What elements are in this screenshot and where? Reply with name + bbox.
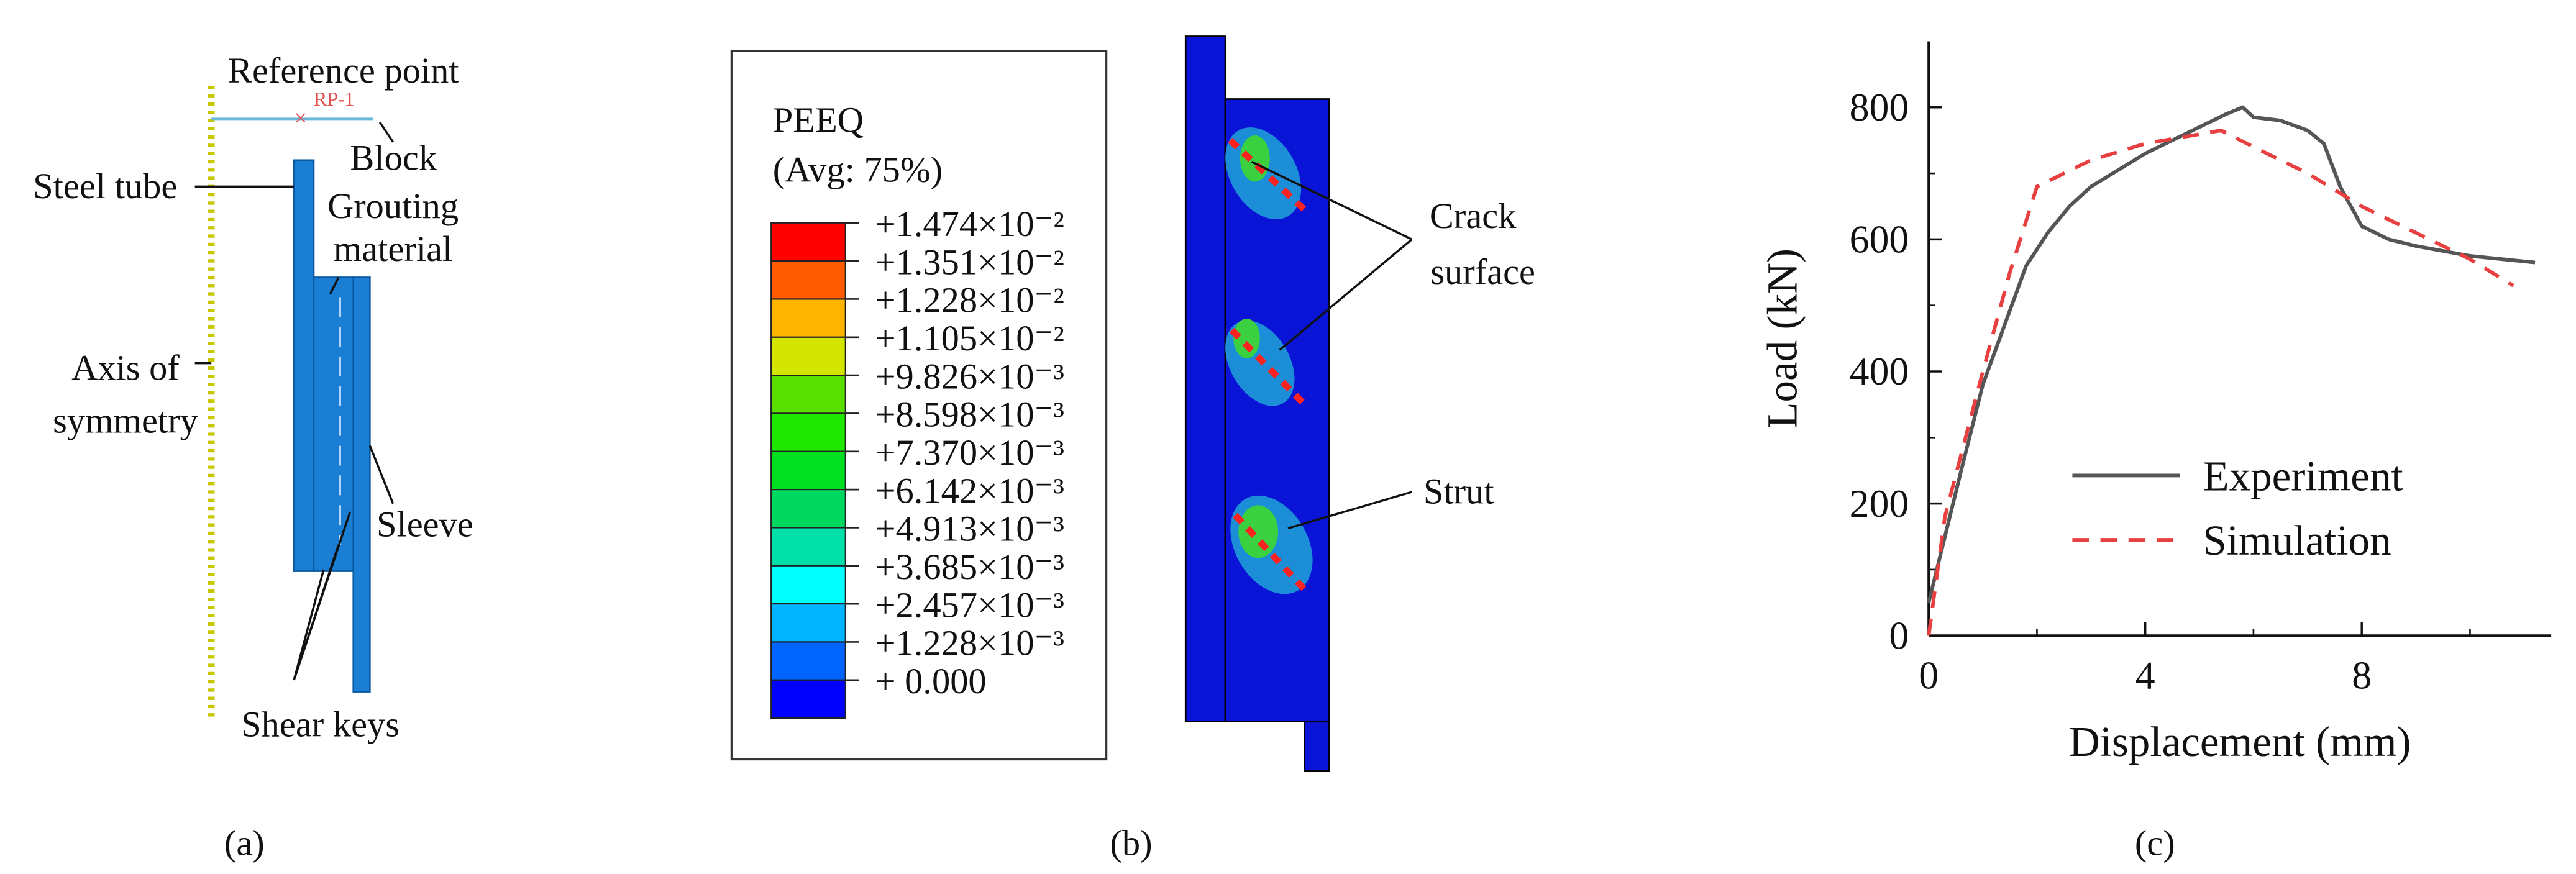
leader-lines [1251,160,1413,530]
color-band [770,336,846,376]
color-band [770,603,846,643]
color-band [770,412,846,452]
series-line [1927,105,2536,603]
leader-block [378,121,394,143]
color-band [770,641,846,681]
reference-point-label: Reference point [228,50,459,91]
strut-label: Strut [1423,471,1494,512]
legend-label: +3.685×10⁻³ [875,547,1064,587]
legend-label: +1.228×10⁻² [875,280,1064,321]
legend-label: +4.913×10⁻³ [875,509,1064,549]
legend-title: PEEQ [773,100,864,140]
legend-label: +2.457×10⁻³ [875,585,1064,625]
panel-label: (b) [1110,823,1152,863]
color-band [770,222,846,262]
x-tick-label: 8 [2352,653,2372,697]
y-tick-label: 200 [1850,481,1909,526]
crack-label: Crack [1430,196,1517,236]
y-tick-label: 400 [1850,349,1909,393]
grouting-label: material [334,229,453,269]
panel-a: × Reference point RP-1 Steel tube Block … [33,50,473,863]
axis-label: Axis of [71,347,180,388]
color-band [770,298,846,338]
y-tick-label: 800 [1850,85,1909,129]
legend-label: +1.474×10⁻² [875,204,1064,244]
color-bar: +1.474×10⁻²+1.351×10⁻²+1.228×10⁻²+1.105×… [770,204,1064,719]
sleeve [352,276,371,693]
color-band [770,260,846,300]
steel-tube-label: Steel tube [33,166,177,206]
legend-subtitle: (Avg: 75%) [773,149,943,189]
series-line [1927,128,2514,636]
axis-label: symmetry [53,400,198,440]
legend-label: +9.826×10⁻³ [875,356,1064,396]
mesh [1304,721,1330,772]
leader-lines [194,185,395,681]
grouting-label: Grouting [327,186,459,226]
hotspots [1225,127,1313,594]
y-tick-label: 600 [1850,217,1909,262]
color-band [770,450,846,491]
legend-label: +6.142×10⁻³ [875,470,1064,511]
legend-label: +7.370×10⁻³ [875,432,1064,473]
panel-c: (c) 0 200 400 600 800 0 4 8 Displacement (mm) Loa… [1758,41,2552,863]
legend-label: +8.598×10⁻³ [875,394,1064,435]
shear-keys-label: Shear keys [241,704,400,744]
color-band [770,679,846,719]
mesh [1184,35,1226,722]
panel-label: (c) [2135,823,2175,863]
rp-marker: × [294,106,307,131]
x-axis-label: Displacement (mm) [2069,717,2411,765]
grouting-material [313,276,355,572]
steel-tube [293,159,315,572]
legend-label: + 0.000 [875,661,987,701]
sleeve-label: Sleeve [377,504,473,545]
panel-b: PEEQ (Avg: 75%) +1.474×10⁻²+1.351×10⁻²+1… [730,35,1535,863]
legend-box [730,50,1108,761]
x-tick-label: 4 [2135,653,2155,697]
crack-label: surface [1430,252,1535,292]
color-band [770,375,846,414]
panel-label: (a) [224,823,265,863]
y-tick-label: 0 [1889,613,1909,657]
x-tick-label: 0 [1919,653,1939,697]
color-band [770,565,846,605]
legend-label: +1.351×10⁻² [875,242,1064,282]
color-band [770,527,846,567]
rp-label: RP-1 [314,88,355,110]
legend-label: +1.228×10⁻³ [875,623,1064,663]
legend-label: Experiment [2203,452,2403,499]
legend-label: +1.105×10⁻² [875,318,1064,358]
block-label: Block [350,138,437,178]
color-band [770,489,846,529]
y-axis-label: Load (kN) [1758,248,1806,429]
legend-label: Simulation [2203,516,2391,564]
